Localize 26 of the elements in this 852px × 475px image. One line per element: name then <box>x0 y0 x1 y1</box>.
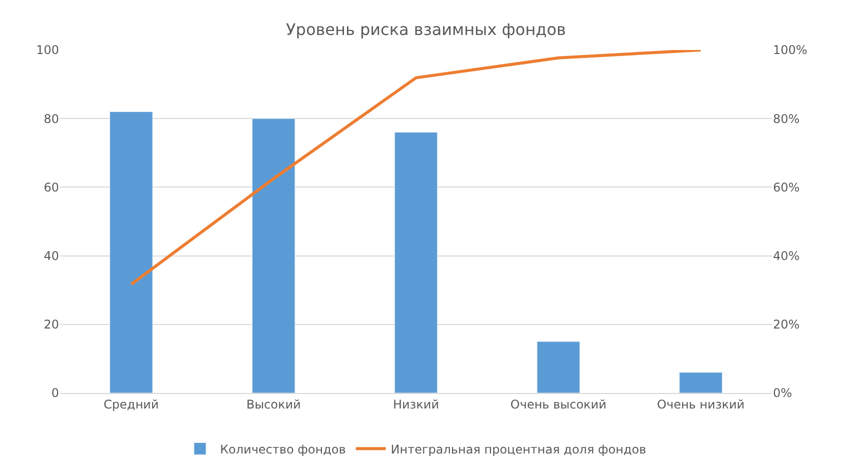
y2-tick-label: 100% <box>773 43 808 58</box>
bar <box>679 372 722 393</box>
bar <box>110 111 153 393</box>
x-tick-label: Очень высокий <box>510 397 606 412</box>
y-tick-label: 0 <box>51 386 59 400</box>
y-tick-label: 80 <box>44 112 59 126</box>
y2-tick-label: 80% <box>773 112 800 126</box>
y-tick-label: 20 <box>44 318 59 332</box>
line-series <box>130 50 702 286</box>
bar <box>394 132 438 393</box>
x-tick-label: Высокий <box>246 397 301 412</box>
y2-tick-label: 0% <box>773 386 792 400</box>
chart-title: Уровень риска взаимных фондов <box>286 20 566 39</box>
y-tick-label: 60 <box>44 180 59 194</box>
y2-tick-label: 20% <box>773 318 800 332</box>
bar <box>536 341 580 393</box>
y2-tick-label: 60% <box>773 180 800 194</box>
x-tick-label: Низкий <box>392 397 440 412</box>
legend-label: Интегральная процентная доля фондов <box>390 442 646 456</box>
y2-tick-label: 40% <box>773 249 800 263</box>
x-tick-label: Средний <box>104 397 159 412</box>
legend-label: Количество фондов <box>220 442 346 456</box>
bar <box>252 118 296 393</box>
y-tick-label: 100 <box>36 43 59 58</box>
x-tick-label: Очень низкий <box>657 397 745 412</box>
y-tick-label: 40 <box>44 249 59 263</box>
